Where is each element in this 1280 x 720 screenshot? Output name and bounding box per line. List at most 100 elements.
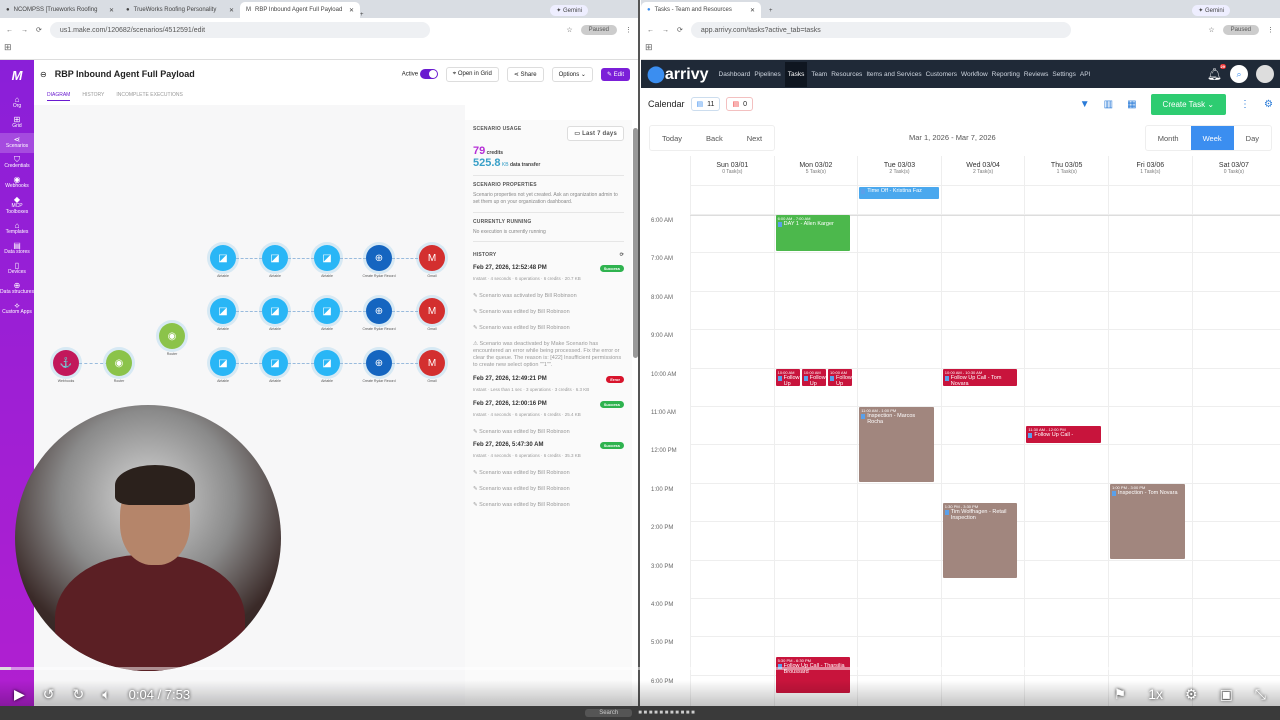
create-record-module[interactable]: ⊕ bbox=[366, 350, 392, 376]
day-header[interactable]: Mon 03/02 5 Task(s) bbox=[773, 156, 858, 185]
refresh-icon[interactable]: ⟳ bbox=[619, 252, 624, 258]
filter-icon[interactable]: ▼ bbox=[1079, 98, 1090, 110]
arrivy-logo[interactable]: ⬤arrivy bbox=[647, 66, 709, 83]
calendar-event[interactable]: 10:00 AM Follow Up bbox=[801, 368, 826, 386]
airtable-module[interactable]: ◪ bbox=[314, 245, 340, 271]
create-record-module[interactable]: ⊕ bbox=[366, 298, 392, 324]
calendar-event[interactable]: 1:00 PM - 3:00 PM Inspection - Tom Novara bbox=[1110, 483, 1185, 559]
sidebar-item-scenarios[interactable]: ⋖ Scenarios bbox=[0, 133, 34, 153]
forward-icon[interactable]: ↻ bbox=[72, 685, 85, 702]
browser-tab[interactable]: ● TrueWorks Roofing Personality ✕ bbox=[120, 2, 240, 18]
gemini-button[interactable]: ✦ Gemini bbox=[550, 5, 588, 16]
sidebar-item-grid[interactable]: ⊞ Grid bbox=[0, 113, 34, 133]
browser-tab[interactable]: ● Tasks - Team and Resources ✕ bbox=[641, 2, 761, 18]
next-button[interactable]: Next bbox=[746, 133, 763, 143]
airtable-module[interactable]: ◪ bbox=[314, 350, 340, 376]
nav-tasks[interactable]: Tasks bbox=[784, 61, 808, 87]
nav-reporting[interactable]: Reporting bbox=[991, 70, 1020, 78]
forward-icon[interactable]: → bbox=[21, 26, 28, 34]
router-module[interactable]: ◉ bbox=[159, 323, 185, 349]
calendar-event[interactable]: 1:30 PM - 3:30 PM Tim Wolfhagen - Retail … bbox=[942, 503, 1018, 578]
date-range-button[interactable]: ▭ Last 7 days bbox=[567, 126, 624, 141]
apps-icon[interactable]: ⊞ bbox=[0, 42, 638, 60]
back-circle-icon[interactable]: ⊖ bbox=[40, 69, 47, 79]
nav-pipelines[interactable]: Pipelines bbox=[754, 70, 781, 78]
url-input[interactable]: app.arrivy.com/tasks?active_tab=tasks bbox=[690, 22, 1071, 38]
rewind-icon[interactable]: ↺ bbox=[42, 685, 55, 702]
sidebar-item-credentials[interactable]: ⛉ Credentials bbox=[0, 153, 34, 173]
taskbar-search[interactable]: Search bbox=[585, 709, 633, 717]
tab-history[interactable]: HISTORY bbox=[82, 92, 105, 98]
today-button[interactable]: Today bbox=[662, 133, 683, 143]
calendar-event[interactable]: 10:00 AM Follow Up bbox=[775, 368, 800, 386]
view-month[interactable]: Month bbox=[1157, 133, 1179, 143]
bookmark-icon[interactable]: ⚑ bbox=[1113, 685, 1127, 702]
make-logo[interactable]: M bbox=[11, 68, 23, 83]
sidebar-item-mcp-toolboxes[interactable]: ◆ MCP Toolboxes bbox=[0, 193, 34, 219]
apps-icon[interactable]: ⊞ bbox=[641, 42, 1280, 60]
star-icon[interactable]: ☆ bbox=[566, 27, 573, 34]
back-button[interactable]: Back bbox=[706, 133, 723, 143]
sidebar-item-webhooks[interactable]: ◉ Webhooks bbox=[0, 173, 34, 193]
gmail-module[interactable]: M bbox=[419, 298, 445, 324]
sidebar-item-data-stores[interactable]: ▤ Data stores bbox=[0, 239, 34, 259]
play-icon[interactable]: ▶ bbox=[14, 685, 25, 702]
profile-button[interactable]: Paused bbox=[580, 25, 617, 35]
gmail-module[interactable]: M bbox=[419, 350, 445, 376]
day-header[interactable]: Sat 03/07 0 Task(s) bbox=[1191, 156, 1276, 185]
sidebar-item-templates[interactable]: ⌂ Templates bbox=[0, 219, 34, 239]
task-count-badge[interactable]: ▤ 11 bbox=[690, 97, 721, 111]
reload-icon[interactable]: ⟳ bbox=[677, 27, 683, 34]
share-button[interactable]: ⋖ Share bbox=[506, 66, 544, 82]
map-icon[interactable]: ▦ bbox=[1127, 98, 1137, 110]
nav-settings[interactable]: Settings bbox=[1052, 70, 1076, 78]
airtable-module[interactable]: ◪ bbox=[210, 350, 236, 376]
view-week[interactable]: Week bbox=[1190, 126, 1234, 150]
sidebar-item-devices[interactable]: ▯ Devices bbox=[0, 259, 34, 279]
gemini-button[interactable]: ✦ Gemini bbox=[1192, 5, 1230, 16]
forward-icon[interactable]: → bbox=[662, 26, 669, 34]
nav-team[interactable]: Team bbox=[811, 70, 828, 78]
nav-reviews[interactable]: Reviews bbox=[1023, 70, 1049, 78]
bell-icon[interactable]: 🔔︎ 29 bbox=[1206, 64, 1226, 81]
airtable-module[interactable]: ◪ bbox=[314, 298, 340, 324]
airtable-module[interactable]: ◪ bbox=[262, 245, 288, 271]
sidebar-item-custom-apps[interactable]: ⟡ Custom Apps bbox=[0, 299, 34, 319]
history-run[interactable]: Feb 27, 2026, 12:52:48 PM Success Instant … bbox=[473, 265, 624, 283]
back-icon[interactable]: ← bbox=[6, 26, 13, 34]
router-module[interactable]: ◉ bbox=[106, 350, 132, 376]
airtable-module[interactable]: ◪ bbox=[210, 298, 236, 324]
calendar-event[interactable]: 10:00 AM - 10:30 AM Follow Up Call - Tom … bbox=[942, 368, 1018, 386]
menu-icon[interactable]: ⋮ bbox=[625, 27, 632, 34]
gmail-module[interactable]: M bbox=[419, 245, 445, 271]
search-icon[interactable]: ⌕ bbox=[1230, 65, 1248, 83]
day-header[interactable]: Fri 03/06 1 Task(s) bbox=[1108, 156, 1192, 185]
nav-api[interactable]: API bbox=[1079, 70, 1091, 78]
close-tab-icon[interactable]: ✕ bbox=[348, 7, 354, 14]
settings-icon[interactable]: ⚙ bbox=[1264, 98, 1273, 110]
airtable-module[interactable]: ◪ bbox=[210, 245, 236, 271]
speed-button[interactable]: 1x bbox=[1148, 685, 1163, 702]
day-header[interactable]: Wed 03/04 2 Task(s) bbox=[940, 156, 1025, 185]
active-toggle[interactable]: Active bbox=[402, 69, 438, 79]
calendar-event[interactable]: 5:30 PM - 6:30 PM Follow Up Call - Tharsi… bbox=[775, 656, 851, 693]
options-dropdown[interactable]: Options ⌄ bbox=[551, 66, 593, 82]
nav-resources[interactable]: Resources bbox=[831, 70, 863, 78]
calendar-event[interactable]: 11:00 AM - 1:00 PM Inspection - Marcos Ro… bbox=[859, 407, 934, 482]
nav-customers[interactable]: Customers bbox=[925, 70, 958, 78]
view-day[interactable]: Day bbox=[1245, 133, 1259, 143]
day-header[interactable]: Thu 03/05 1 Task(s) bbox=[1024, 156, 1108, 185]
miniplayer-icon[interactable]: ▣ bbox=[1219, 685, 1233, 702]
new-tab-icon[interactable]: + bbox=[360, 12, 364, 18]
open-in-grid-button[interactable]: ⌖ Open in Grid bbox=[445, 66, 499, 82]
video-progress-bar[interactable] bbox=[0, 667, 1280, 670]
calendar-event[interactable]: 6:00 AM - 7:00 AM DAY 1 - Allen Karger bbox=[775, 215, 851, 252]
airtable-module[interactable]: ◪ bbox=[262, 298, 288, 324]
calendar-event[interactable]: 10:00 AM Follow Up bbox=[828, 368, 853, 386]
tab-incomplete-executions[interactable]: INCOMPLETE EXECUTIONS bbox=[116, 92, 183, 98]
unassigned-count-badge[interactable]: ▤ 0 bbox=[726, 97, 753, 111]
airtable-module[interactable]: ◪ bbox=[262, 350, 288, 376]
close-tab-icon[interactable]: ✕ bbox=[228, 7, 234, 14]
create-task-button[interactable]: Create Task ⌄ bbox=[1150, 93, 1227, 115]
close-tab-icon[interactable]: ✕ bbox=[108, 7, 114, 14]
